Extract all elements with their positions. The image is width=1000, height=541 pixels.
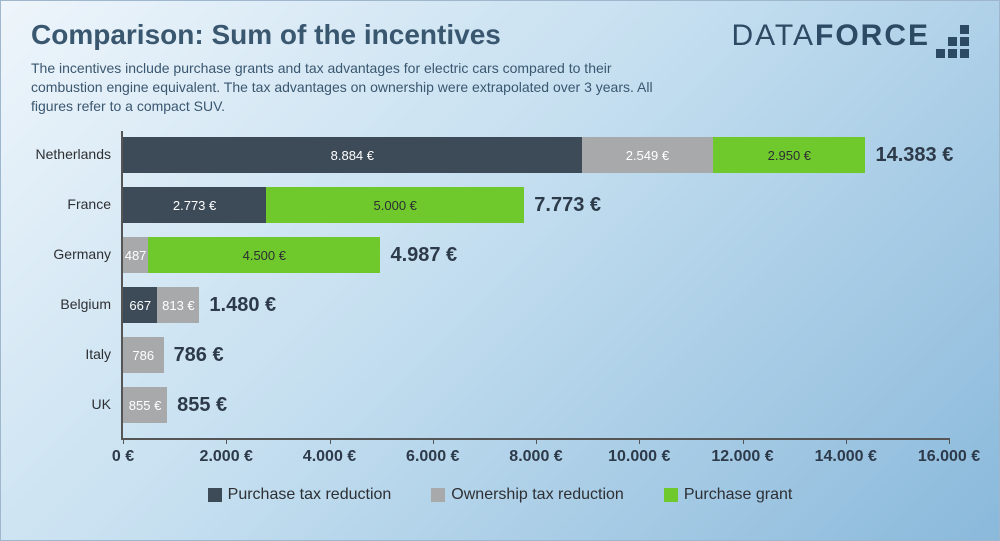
bar-segment-ownership-tax: 786 [123,337,164,373]
chart-subtitle: The incentives include purchase grants a… [31,59,671,116]
legend-label: Purchase grant [684,486,793,504]
slide: DATAFORCE Comparison: Sum of the incenti… [0,0,1000,541]
y-axis-label: Italy [31,346,111,362]
bar-row: 4874.500 € 4.987 € [123,237,457,273]
x-tick-label: 16.000 € [918,448,980,466]
bar-segment-purchase-tax: 667 [123,287,157,323]
legend-item: Purchase grant [664,486,793,504]
y-axis-label: Germany [31,246,111,262]
bar-total-label: 4.987 € [390,244,457,267]
y-axis-label: UK [31,396,111,412]
bar-segment-ownership-tax: 2.549 € [582,137,714,173]
legend-swatch-icon [431,488,445,502]
legend-label: Ownership tax reduction [451,486,624,504]
x-tick-mark [123,438,124,444]
x-tick-label: 2.000 € [200,448,253,466]
bar-row: 8.884 €2.549 €2.950 € 14.383 € [123,137,953,173]
bar-segment-purchase-tax: 2.773 € [123,187,266,223]
bar-row: 855 € 855 € [123,387,227,423]
x-tick-mark [949,438,950,444]
x-tick-mark [330,438,331,444]
legend-item: Purchase tax reduction [208,486,392,504]
bar-segment-ownership-tax: 487 [123,237,148,273]
x-tick-label: 0 € [112,448,134,466]
bar-total-label: 14.383 € [875,144,953,167]
x-tick-label: 12.000 € [711,448,773,466]
chart-area: 0 € 2.000 € 4.000 € 6.000 € 8.000 € 10.000 € 1… [31,131,969,510]
x-tick-label: 14.000 € [815,448,877,466]
bar-row: 2.773 €5.000 € 7.773 € [123,187,601,223]
x-tick-mark [433,438,434,444]
x-tick-label: 6.000 € [406,448,459,466]
legend-swatch-icon [664,488,678,502]
plot: 0 €2.000 €4.000 €6.000 €8.000 €10.000 €1… [121,131,949,440]
dataforce-logo: DATAFORCE [731,19,969,58]
bar-total-label: 855 € [177,394,227,417]
x-tick-mark [639,438,640,444]
logo-squares-icon [936,25,969,58]
legend-item: Ownership tax reduction [431,486,624,504]
bar-segment-ownership-tax: 855 € [123,387,167,423]
bar-total-label: 7.773 € [534,194,601,217]
bar-segment-purchase-tax: 8.884 € [123,137,582,173]
x-tick-mark [536,438,537,444]
bar-segment-purchase-grant: 4.500 € [148,237,380,273]
bar-total-label: 1.480 € [209,294,276,317]
bar-row: 786 786 € [123,337,224,373]
x-tick-mark [226,438,227,444]
legend-swatch-icon [208,488,222,502]
bar-total-label: 786 € [174,344,224,367]
legend-label: Purchase tax reduction [228,486,392,504]
legend: Purchase tax reduction Ownership tax redu… [31,480,969,510]
x-tick-label: 4.000 € [303,448,356,466]
x-tick-mark [743,438,744,444]
y-axis-label: Belgium [31,296,111,312]
bar-segment-ownership-tax: 813 € [157,287,199,323]
bar-segment-purchase-grant: 5.000 € [266,187,524,223]
bar-segment-purchase-grant: 2.950 € [713,137,865,173]
y-axis-label: France [31,196,111,212]
y-axis-label: Netherlands [31,146,111,162]
x-tick-label: 10.000 € [608,448,670,466]
x-tick-label: 8.000 € [509,448,562,466]
chart-title: Comparison: Sum of the incentives [31,19,501,51]
x-tick-mark [846,438,847,444]
bar-row: 667813 € 1.480 € [123,287,276,323]
logo-text: DATAFORCE [731,19,930,53]
